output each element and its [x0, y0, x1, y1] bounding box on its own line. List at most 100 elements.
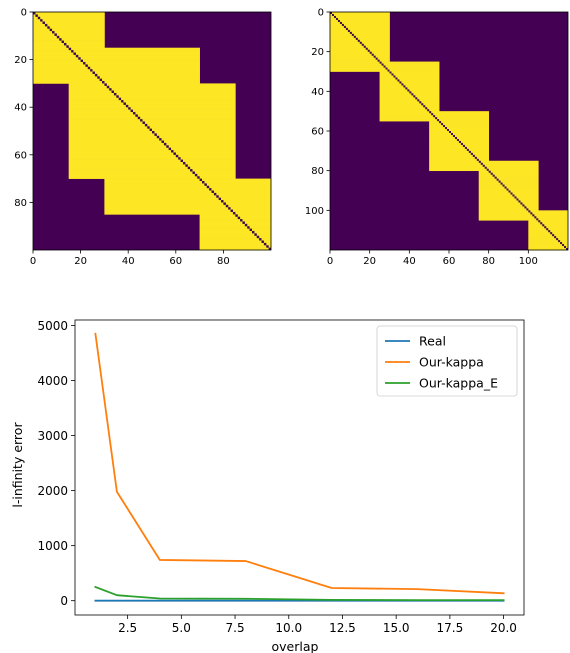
left-heatmap-cell-run — [256, 233, 272, 237]
right-heatmap-diagonal-cell — [405, 87, 408, 90]
left-heatmap-cell-run — [201, 178, 272, 182]
right-heatmap-diagonal-cell — [397, 79, 400, 82]
right-heatmap-cell-run — [379, 115, 434, 118]
right-heatmap-cell-run — [330, 35, 355, 39]
right-heatmap-diagonal-cell — [562, 244, 565, 247]
left-heatmap-cell-run — [68, 83, 105, 87]
left-heatmap-diagonal-cell — [144, 123, 148, 127]
right-heatmap-cell-run — [351, 31, 390, 35]
right-heatmap-cell-run — [330, 47, 367, 51]
left-heatmap-diagonal-cell — [240, 219, 243, 222]
left-heatmap-cell-run — [104, 204, 227, 208]
right-heatmap-diagonal-cell — [510, 192, 513, 195]
right-heatmap-cell-run — [365, 45, 390, 49]
right-heatmap-diagonal-cell — [365, 47, 368, 50]
right-heatmap-diagonal-cell — [411, 93, 414, 96]
left-heatmap-diagonal-cell — [192, 171, 195, 174]
right-heatmap-cell-run — [478, 170, 490, 173]
right-heatmap-cell-run — [429, 127, 446, 130]
left-heatmap-ytick-label: 60 — [14, 150, 27, 161]
right-heatmap-cell-run — [379, 59, 390, 62]
right-heatmap-diagonal-cell — [504, 186, 507, 189]
left-heatmap-cell-run — [68, 90, 112, 94]
left-heatmap-cell-run — [147, 123, 236, 127]
right-heatmap-cell-run — [449, 129, 490, 132]
right-heatmap-cell-run — [337, 17, 390, 21]
left-heatmap-diagonal-cell — [111, 90, 114, 93]
right-heatmap-diagonal-cell — [369, 51, 372, 54]
right-heatmap-cell-run — [564, 244, 569, 247]
left-heatmap-cell-run — [178, 154, 236, 158]
right-heatmap-cell-run — [528, 248, 567, 251]
left-heatmap-cell-run — [68, 92, 115, 96]
left-heatmap-xtick-label: 0 — [30, 256, 36, 267]
left-heatmap-diagonal-cell — [118, 97, 122, 101]
left-heatmap-cell-run — [121, 97, 236, 101]
line-chart: l-infinity error overlap 2.5 5.0 7.5 10.0 12… — [10, 319, 525, 653]
right-heatmap-cell-run — [496, 176, 539, 179]
right-heatmap-cell-run — [478, 202, 521, 205]
right-heatmap-ytick-label: 40 — [311, 87, 324, 98]
left-heatmap-cell-run — [173, 150, 236, 153]
right-heatmap-cell-run — [490, 170, 539, 173]
left-heatmap-frame — [32, 11, 272, 251]
right-heatmap-cell-run — [345, 25, 390, 29]
right-heatmap-cell-run — [417, 97, 440, 100]
right-heatmap-diagonal-cell — [452, 134, 455, 137]
left-heatmap-cell-run — [104, 197, 219, 201]
left-heatmap-cell-run — [159, 135, 236, 139]
line-chart-xtick-label: 7.5 — [226, 621, 245, 635]
left-heatmap-cell-run — [68, 88, 110, 91]
left-heatmap-cell-run — [263, 240, 272, 244]
right-heatmap-cell-run — [447, 127, 490, 130]
left-heatmap-diagonal-cell — [47, 26, 50, 29]
left-heatmap-cell-run — [199, 247, 269, 251]
right-heatmap-cell-run — [429, 140, 460, 144]
right-heatmap-cell-run — [429, 166, 486, 170]
right-heatmap-diagonal-cell — [556, 238, 559, 241]
right-heatmap-cell-run — [526, 206, 539, 209]
right-heatmap-cell-run — [528, 232, 551, 235]
right-heatmap-diagonal-cell — [403, 85, 406, 88]
left-heatmap-diagonal-cell — [247, 226, 250, 229]
left-heatmap-diagonal-cell — [132, 111, 136, 115]
right-heatmap-cell-run — [330, 17, 337, 21]
right-heatmap-cell-run — [361, 41, 390, 45]
left-heatmap-diagonal-cell — [75, 54, 79, 58]
right-heatmap-cell-run — [379, 99, 418, 102]
left-heatmap-diagonal-cell — [171, 150, 174, 153]
right-heatmap-diagonal-cell — [454, 136, 457, 139]
left-heatmap-cell-run — [68, 164, 186, 168]
right-heatmap-cell-run — [379, 87, 406, 90]
right-heatmap-diagonal-cell — [512, 194, 515, 197]
right-heatmap-cell-run — [484, 164, 539, 168]
left-heatmap-cell-run — [190, 166, 236, 170]
left-heatmap-diagonal-cell — [254, 233, 257, 236]
right-heatmap-diagonal-cell — [347, 29, 350, 32]
line-chart-ytick-label: 0 — [60, 594, 68, 608]
right-heatmap-cell-run — [552, 232, 569, 235]
right-heatmap-xtick-label: 80 — [482, 256, 495, 267]
right-heatmap-cell-run — [433, 113, 490, 116]
right-heatmap-cell-run — [429, 164, 484, 168]
right-heatmap-cell-run — [379, 79, 398, 82]
left-heatmap-cell-run — [68, 176, 198, 179]
right-heatmap-cell-run — [429, 109, 440, 112]
right-heatmap-cell-run — [359, 39, 390, 43]
left-heatmap-diagonal-cell — [204, 183, 207, 186]
right-heatmap-cell-run — [383, 63, 440, 66]
right-heatmap-cell-run — [379, 77, 396, 80]
left-heatmap-ytick-label: 20 — [14, 55, 27, 66]
right-heatmap-cell-run — [466, 146, 490, 150]
right-heatmap-cell-run — [429, 121, 440, 124]
left-heatmap-cell-run — [194, 171, 236, 175]
left-heatmap-cell-run — [33, 50, 72, 53]
left-heatmap-diagonal-cell — [142, 121, 145, 124]
left-heatmap-cell-run — [68, 123, 146, 127]
left-heatmap-cell-run — [104, 180, 203, 184]
line-chart-ytick-label: 4000 — [37, 374, 68, 388]
right-heatmap-cell-run — [330, 29, 349, 33]
right-heatmap-cell-run — [429, 156, 476, 160]
right-heatmap-cell-run — [330, 49, 369, 53]
left-heatmap-diagonal-cell — [166, 145, 169, 148]
